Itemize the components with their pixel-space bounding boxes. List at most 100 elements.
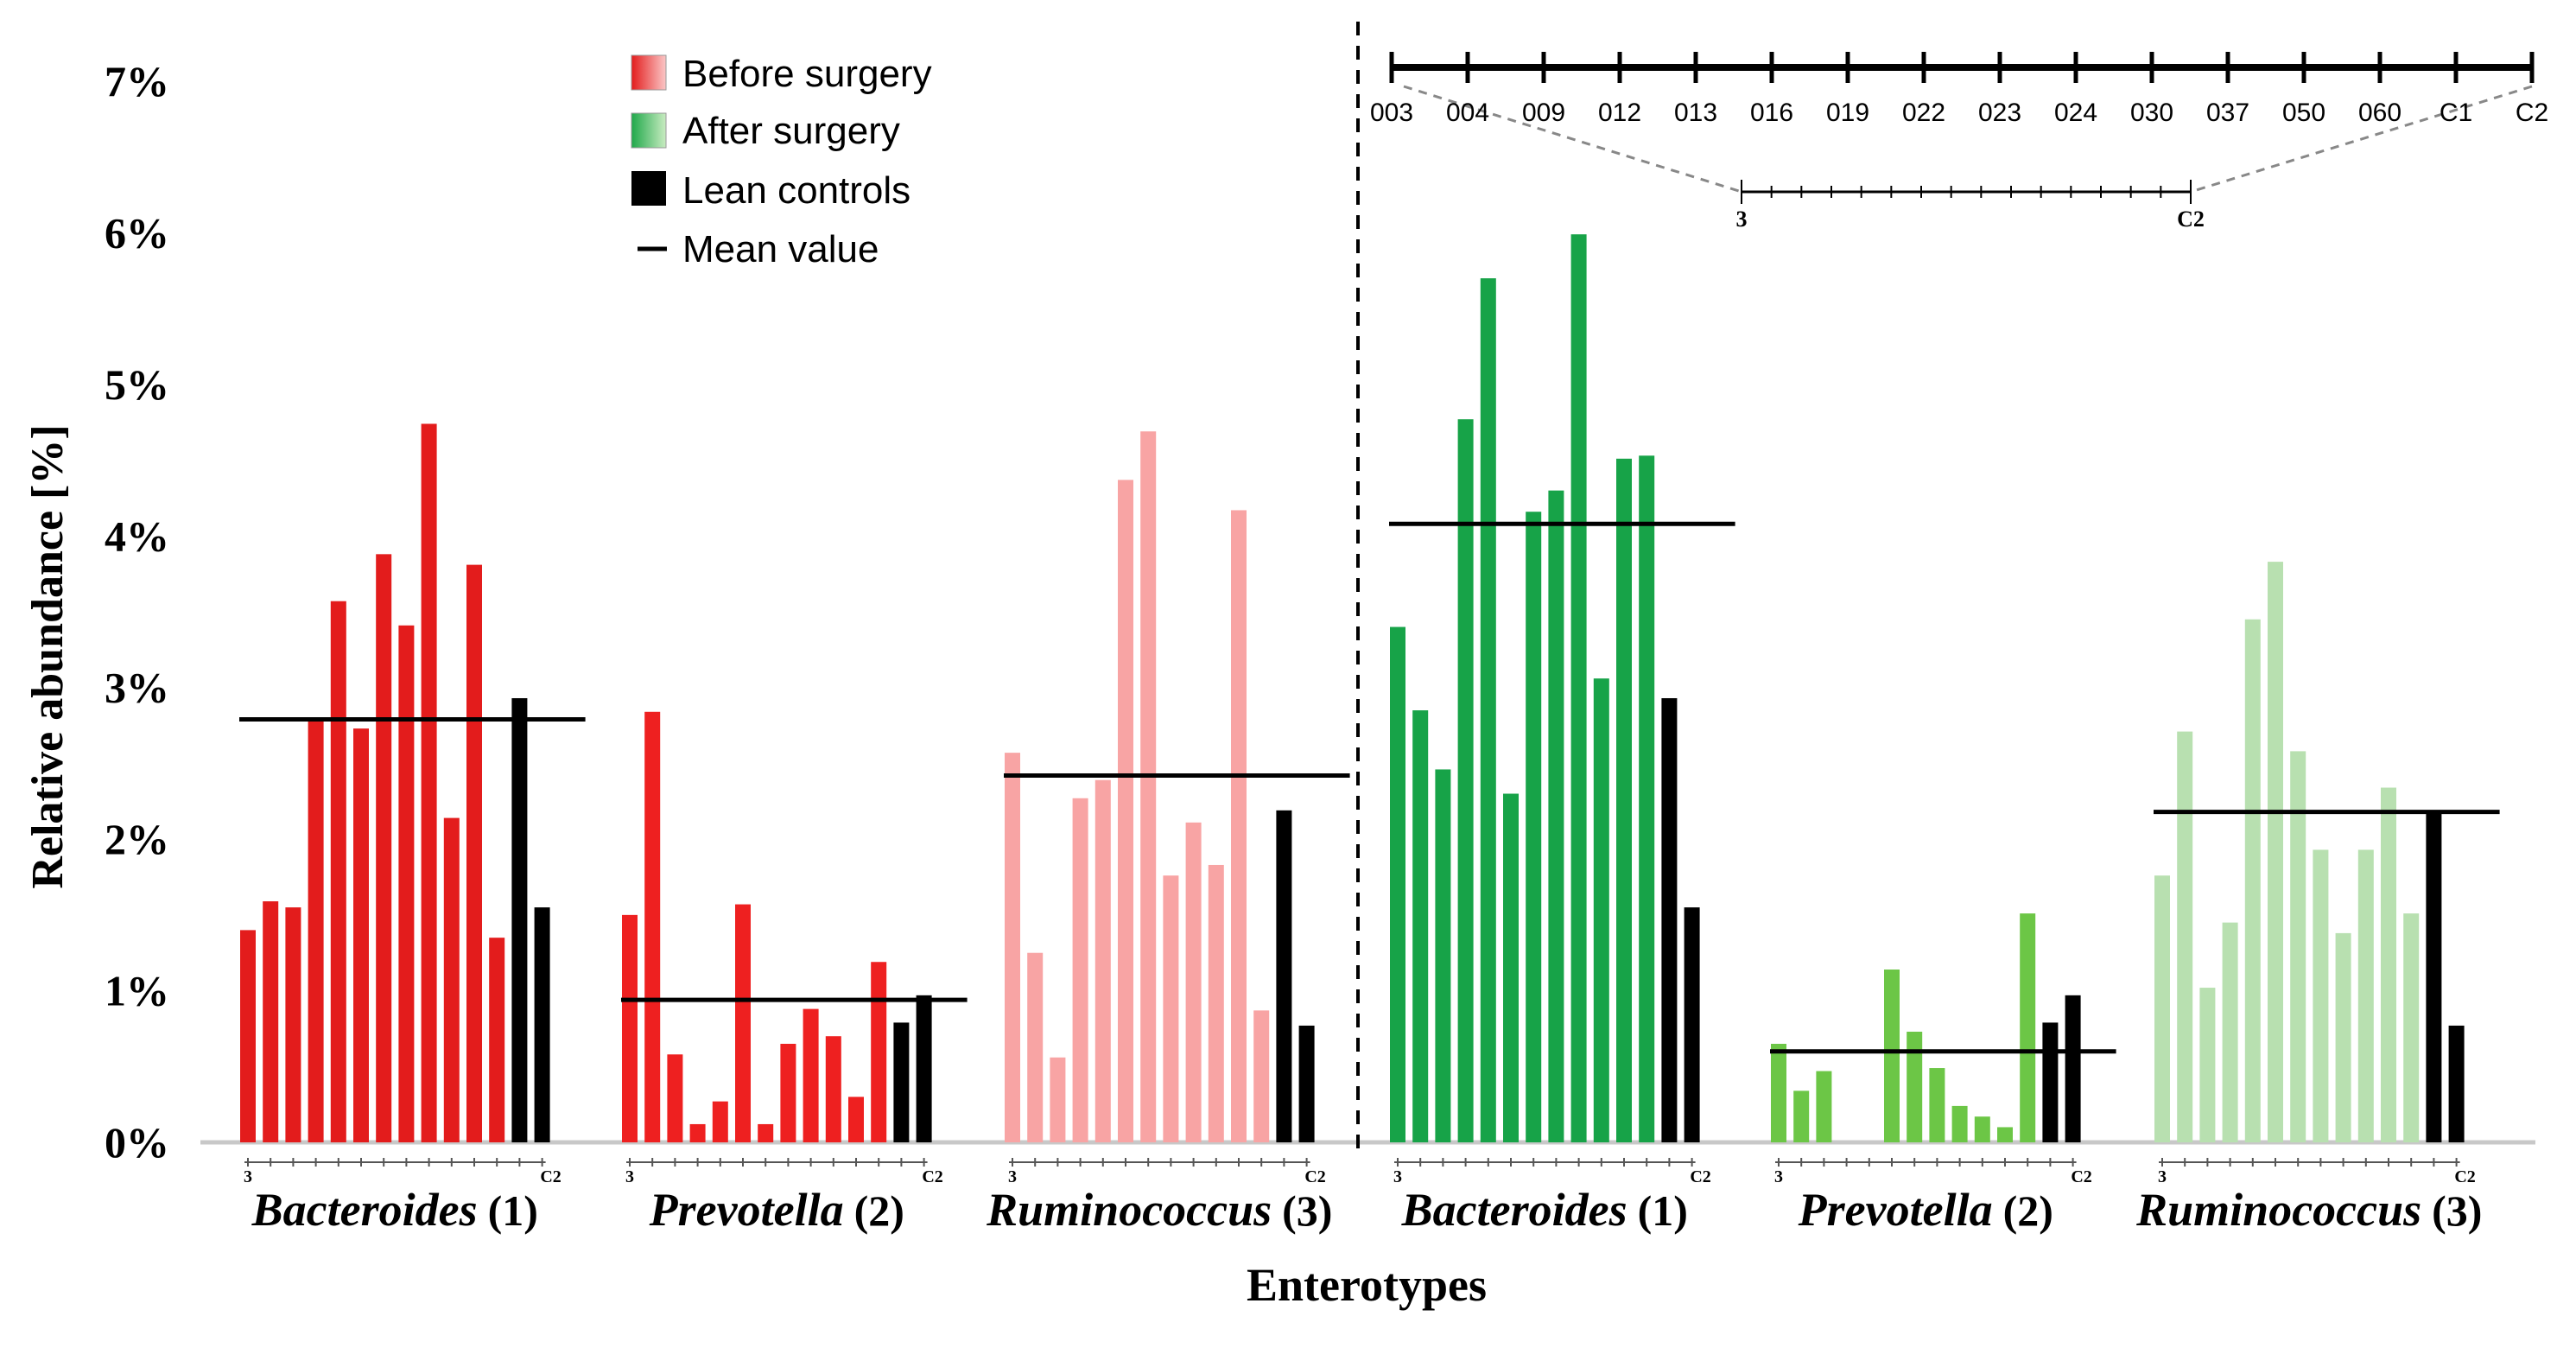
sample-bar [443, 817, 460, 1142]
y-tick-label: 1% [105, 967, 169, 1015]
sample-bar [712, 1101, 728, 1142]
legend-label-after: After surgery [682, 110, 900, 152]
sample-bar [1231, 510, 1247, 1142]
sample-bar [466, 564, 482, 1142]
key-axis-label: 013 [1674, 99, 1717, 127]
bracket-end-label: C2 [1690, 1167, 1710, 1186]
sample-bar [1884, 970, 1900, 1142]
sample-bar [803, 1008, 819, 1142]
bar-group-before-prevotella: 3 C2 Prevotella (2) [621, 711, 968, 1236]
y-tick-label: 0% [105, 1118, 169, 1167]
x-axis-label: Enterotypes [1247, 1259, 1487, 1311]
bracket-start-label: 3 [244, 1167, 252, 1186]
y-tick-label: 4% [105, 512, 169, 560]
sample-bar [240, 930, 256, 1142]
legend-label-before: Before surgery [682, 53, 932, 95]
sample-bar [1208, 864, 1224, 1142]
group-genus: Ruminococcus [986, 1184, 1272, 1236]
group-genus: Prevotella [1798, 1184, 1993, 1236]
sample-bar [2177, 731, 2193, 1142]
y-tick-label: 6% [105, 208, 169, 257]
key-axis-label: 060 [2358, 99, 2402, 127]
sample-bar [1639, 455, 1655, 1142]
sample-bar [1570, 234, 1587, 1142]
sample-bar [871, 962, 887, 1142]
sample-bar [1480, 278, 1496, 1142]
key-axis-label: 003 [1370, 99, 1413, 127]
key-zoom-guide-right [2190, 85, 2533, 194]
key-zoom-guide-left [1403, 85, 1742, 194]
zoom-label-end: C2 [2177, 207, 2205, 232]
group-label: Ruminococcus (3) [986, 1184, 1332, 1236]
sample-bar [2313, 849, 2329, 1142]
key-axis-label: 030 [2130, 99, 2173, 127]
sample-bar [1253, 1010, 1270, 1142]
key-axis-label: 012 [1598, 99, 1641, 127]
sample-order-key: 3 C2 003 004 009 012 013 016 019 022 023 024 030 03… [1370, 52, 2548, 232]
lean-control-bar [534, 907, 550, 1142]
sample-bar [1929, 1068, 1945, 1142]
sample-bar [1140, 431, 1157, 1142]
sample-bar [2244, 619, 2261, 1142]
key-axis-label: 037 [2206, 99, 2249, 127]
sample-bar [1412, 710, 1429, 1142]
group-number: (1) [488, 1186, 538, 1235]
sample-bar [285, 907, 301, 1142]
sample-bar [1005, 753, 1020, 1142]
key-axis-label: 004 [1446, 99, 1489, 127]
bracket-end-label: C2 [2071, 1167, 2091, 1186]
y-tick-label: 2% [105, 815, 169, 863]
sample-bar [848, 1097, 864, 1142]
group-label: Ruminococcus (3) [2135, 1184, 2482, 1236]
sample-bar [1793, 1090, 1810, 1142]
key-axis-label: 022 [1902, 99, 1945, 127]
sample-bar [1457, 419, 1474, 1143]
sample-bar [2222, 922, 2238, 1142]
sample-bar [308, 721, 324, 1142]
sample-bar [2199, 988, 2216, 1142]
sample-bar [825, 1036, 841, 1142]
lean-control-bar [1684, 907, 1700, 1142]
bar-group-after-prevotella: 3 C2 Prevotella (2) [1770, 913, 2116, 1236]
sample-bar [780, 1043, 796, 1142]
group-genus: Ruminococcus [2135, 1184, 2421, 1236]
bracket-end-label: C2 [1304, 1167, 1325, 1186]
sample-bar [353, 728, 369, 1142]
group-genus: Prevotella [649, 1184, 844, 1236]
group-label: Prevotella (2) [649, 1184, 904, 1236]
key-axis-label: C1 [2440, 99, 2472, 127]
sample-bar [667, 1054, 683, 1142]
sample-bar [1163, 875, 1179, 1142]
lean-control-bar [1276, 810, 1292, 1142]
legend-swatch-before [631, 54, 667, 91]
lean-control-bar [2426, 810, 2442, 1142]
sample-bar [1027, 952, 1044, 1142]
legend-label-mean: Mean value [682, 228, 879, 270]
key-axis-label: 009 [1522, 99, 1565, 127]
sample-bar [1974, 1116, 1990, 1142]
y-tick-label: 7% [105, 57, 169, 105]
group-genus: Bacteroides [251, 1184, 478, 1236]
key-axis-label: 019 [1826, 99, 1869, 127]
legend: Before surgery After surgery Lean contro… [631, 53, 932, 270]
sample-bar [489, 938, 505, 1142]
legend-swatch-after [631, 112, 667, 149]
sample-bar [1548, 490, 1564, 1142]
sample-bar [1997, 1127, 2013, 1142]
sample-bar [1951, 1105, 1968, 1142]
key-axis-label: 050 [2282, 99, 2325, 127]
legend-label-lean: Lean controls [682, 169, 910, 212]
lean-control-bar [2448, 1025, 2465, 1142]
zoom-label-start: 3 [1736, 207, 1748, 232]
sample-bar [2403, 913, 2420, 1142]
sample-bar [1503, 793, 1519, 1142]
sample-bar [1616, 458, 1632, 1142]
sample-bar [421, 423, 437, 1142]
group-label: Bacteroides (1) [1401, 1184, 1688, 1236]
key-axis-label: 024 [2054, 99, 2097, 127]
y-tick-label: 5% [105, 360, 169, 409]
